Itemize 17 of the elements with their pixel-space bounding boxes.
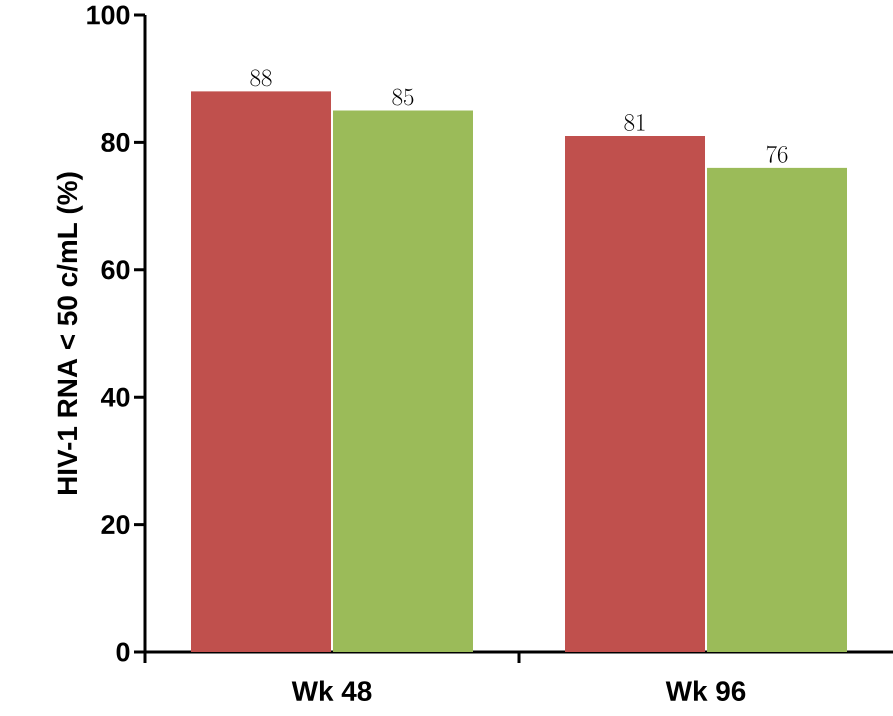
y-tick-label: 40 [100,388,130,407]
bar [333,110,474,652]
bar [191,91,332,652]
y-tick-label: 20 [102,515,130,534]
y-tick-label: 100 [87,5,130,25]
y-tick-label: 60 [102,260,130,280]
data-label: 81 [624,114,645,131]
bar [707,168,848,652]
x-tick-label: Wk 48 [292,680,372,701]
data-label: 85 [392,88,414,106]
y-tick-label: 80 [101,132,130,152]
bar [565,136,706,652]
x-tick-label: Wk 96 [666,680,746,701]
y-tick-label: 0 [116,642,130,662]
y-axis-title: HIV-1 RNA < 50 c/mL (%) [56,172,83,494]
data-label: 88 [250,70,272,86]
data-label: 76 [766,146,788,163]
